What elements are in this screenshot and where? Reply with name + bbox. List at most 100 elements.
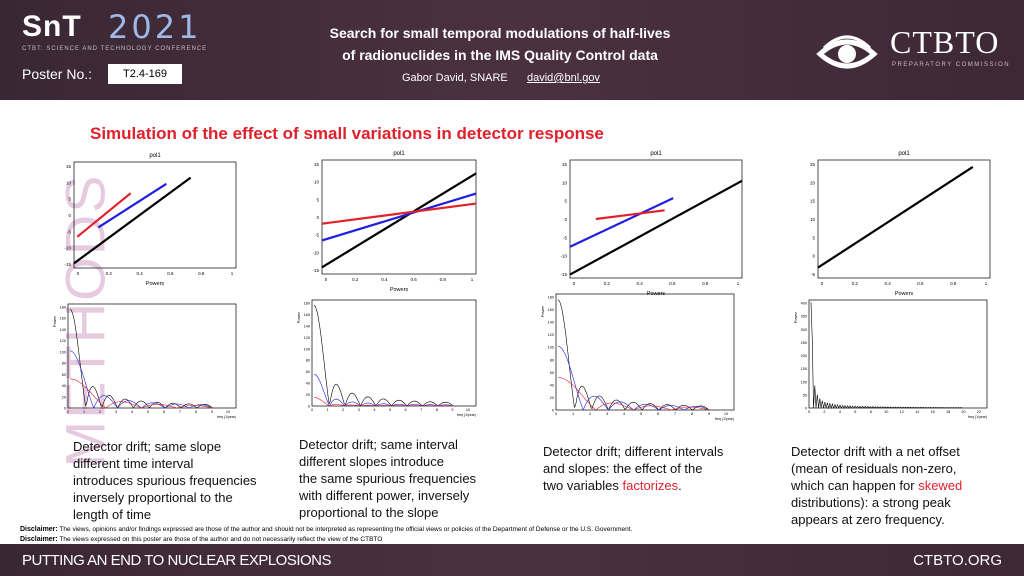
- fit-line: [817, 166, 974, 269]
- x-tick-label: 14: [915, 410, 919, 414]
- y-tick-label: 20: [810, 180, 816, 185]
- x-tick-label: 0.6: [669, 281, 676, 286]
- x-tick-label: 4: [623, 412, 625, 416]
- x-tick-label: 2: [342, 408, 344, 412]
- caption-line: proportional to the slope: [299, 505, 439, 520]
- x-tick-label: 4: [131, 410, 133, 414]
- x-tick-label: 9: [211, 410, 213, 414]
- x-tick-label: 9: [708, 412, 710, 416]
- fit-line: [321, 172, 477, 269]
- x-tick-label: 2: [99, 410, 101, 414]
- footer-bar: [0, 544, 1024, 576]
- caption-line: different slopes introduce: [299, 454, 445, 469]
- y-tick-label: 180: [304, 302, 310, 306]
- x-tick-label: 16: [931, 410, 935, 414]
- section-title: Simulation of the effect of small variat…: [90, 124, 604, 143]
- x-tick-label: 0.4: [381, 277, 388, 282]
- disclaimer-label: Disclaimer:: [20, 526, 58, 533]
- y-tick-label: 140: [60, 328, 66, 332]
- y-tick-label: 15: [314, 162, 320, 167]
- x-tick-label: 6: [405, 408, 407, 412]
- y-tick-label: 100: [801, 380, 807, 384]
- spectrum-curve: [70, 378, 213, 409]
- disclaimer-1: Disclaimer: The views, opinions and/or f…: [20, 526, 632, 533]
- x-tick-label: 0: [573, 281, 576, 286]
- plot-title: pol1: [650, 151, 662, 157]
- y-tick-label: 0: [308, 405, 310, 409]
- y-tick-label: 180: [548, 296, 554, 300]
- fit-line: [569, 197, 674, 248]
- x-tick-label: 0: [555, 412, 557, 416]
- caption-text: which can happen for: [791, 478, 919, 493]
- y-tick-label: 15: [810, 199, 816, 204]
- y-tick-label: 5: [68, 197, 71, 202]
- spectrum-curve: [557, 345, 710, 411]
- x-tick-label: 10: [466, 408, 470, 412]
- caption-line: two variables factorizes.: [543, 477, 723, 494]
- y-tick-label: 80: [306, 359, 310, 363]
- x-tick-label: 0: [325, 277, 328, 282]
- x-tick-label: 0.8: [950, 281, 957, 286]
- x-axis-label: Powers: [146, 281, 165, 287]
- x-tick-label: 0.8: [702, 281, 709, 286]
- x-tick-label: 0.8: [440, 277, 447, 282]
- x-tick-label: 0.2: [852, 281, 859, 286]
- caption-panel-3: Detector drift; different intervals and …: [543, 443, 723, 494]
- y-tick-label: 10: [810, 217, 816, 222]
- fit-line: [97, 182, 167, 229]
- y-tick-label: 120: [304, 336, 310, 340]
- disclaimer-text: The views expressed on this poster are t…: [59, 536, 383, 543]
- x-tick-label: 10: [724, 412, 728, 416]
- caption-line: introduces spurious frequencies: [73, 473, 257, 488]
- x-tick-label: 1: [83, 410, 85, 414]
- snt-logo: SnT: [22, 10, 82, 43]
- plot-frame: [569, 159, 743, 279]
- y-tick-label: 160: [304, 313, 310, 317]
- x-tick-label: 0.8: [198, 271, 205, 276]
- y-tick-label: 60: [306, 370, 310, 374]
- y-tick-label: -15: [64, 262, 71, 267]
- poster-number-label: Poster No.:: [22, 66, 93, 82]
- y-tick-label: 5: [316, 197, 319, 202]
- snt-logo-subtitle: CTBT: SCIENCE AND TECHNOLOGY CONFERENCE: [22, 46, 208, 52]
- author-name: Gabor David, SNARE: [402, 72, 508, 84]
- x-tick-label: 3: [115, 410, 117, 414]
- caption-line: (mean of residuals non-zero,: [791, 461, 957, 476]
- y-tick-label: 20: [306, 393, 310, 397]
- y-tick-label: 0: [552, 409, 554, 413]
- x-tick-label: 0.4: [636, 281, 643, 286]
- poster-number-box: T2.4-169: [108, 64, 182, 84]
- y-tick-label: 10: [314, 180, 320, 185]
- y-tick-label: -15: [560, 272, 567, 277]
- fit-line: [76, 192, 132, 238]
- y-tick-label: 120: [60, 339, 66, 343]
- poster-title: Search for small temporal modulations of…: [280, 22, 720, 66]
- y-tick-label: -10: [64, 246, 71, 251]
- x-tick-label: 0.4: [136, 271, 143, 276]
- y-tick-label: 0: [68, 213, 71, 218]
- y-tick-label: 300: [801, 328, 807, 332]
- caption-line: the same spurious frequencies: [299, 471, 477, 486]
- caption-panel-4: Detector drift with a net offset (mean o…: [791, 443, 962, 528]
- x-tick-label: 8: [195, 410, 197, 414]
- caption-line: Detector drift with a net offset: [791, 444, 960, 459]
- y-tick-label: 25: [810, 162, 816, 167]
- fit-line: [321, 202, 477, 225]
- author-email-link[interactable]: david@bnl.gov: [527, 72, 600, 84]
- ctbto-logo-text: CTBTO: [890, 24, 1000, 60]
- caption-panel-2: Detector drift; same interval different …: [299, 436, 476, 521]
- fit-line: [73, 176, 192, 265]
- y-tick-label: 5: [564, 199, 567, 204]
- spectrum-curve: [810, 302, 963, 410]
- y-tick-label: -5: [563, 235, 567, 240]
- y-tick-label: 100: [548, 346, 554, 350]
- x-tick-label: 5: [389, 408, 391, 412]
- footer-website-link[interactable]: CTBTO.ORG: [913, 552, 1002, 569]
- y-tick-label: 10: [562, 180, 568, 185]
- caption-line: and slopes: the effect of the: [543, 461, 703, 476]
- caption-text: .: [678, 478, 682, 493]
- y-tick-label: 0: [564, 217, 567, 222]
